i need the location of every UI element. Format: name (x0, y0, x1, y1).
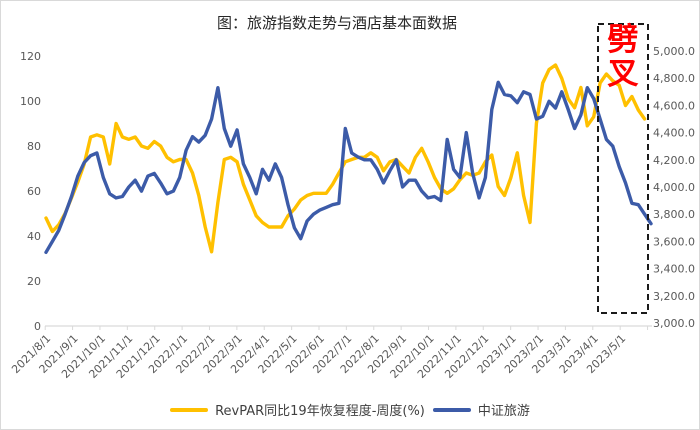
y-tick-label-left: 0 (34, 320, 41, 333)
y-tick-label-right: 4,800.0 (653, 72, 695, 85)
legend-label-index: 中证旅游 (477, 404, 530, 419)
y-tick-label-left: 80 (27, 140, 41, 153)
divergence-annotation: 劈叉 (607, 22, 639, 91)
y-tick-label-right: 3,200.0 (653, 290, 695, 303)
y-tick-label-right: 4,600.0 (653, 99, 695, 112)
legend-swatch-index-icon (432, 407, 471, 412)
legend-item-revpar: RevPAR同比19年恢复程度-周度(%) (170, 400, 425, 419)
series-revpar-line (44, 63, 647, 254)
legend-label-revpar: RevPAR同比19年恢复程度-周度(%) (215, 404, 425, 419)
y-tick-label-right: 3,800.0 (653, 208, 695, 221)
highlight-box (597, 23, 649, 314)
x-axis-labels: 2021/8/12021/9/12021/10/12021/11/12021/1… (9, 332, 628, 381)
legend: RevPAR同比19年恢复程度-周度(%) 中证旅游 (1, 400, 699, 419)
x-axis (44, 325, 652, 330)
y-tick-label-left: 40 (27, 230, 41, 243)
y-axis-left-labels: 120 100 80 60 40 20 0 (20, 50, 41, 333)
y-axis-right-labels: 5,000.0 4,800.0 4,600.0 4,400.0 4,200.0 4,000… (653, 45, 695, 330)
legend-item-index: 中证旅游 (432, 400, 530, 419)
y-tick-label-right: 3,600.0 (653, 235, 695, 248)
y-tick-label-right: 3,400.0 (653, 263, 695, 276)
y-tick-label-left: 100 (20, 95, 41, 108)
series-index-line (44, 80, 653, 255)
y-tick-label-right: 4,200.0 (653, 154, 695, 167)
legend-swatch-revpar-icon (170, 407, 209, 412)
y-tick-label-left: 20 (27, 275, 41, 288)
y-tick-label-right: 4,400.0 (653, 127, 695, 140)
chart-title: 图：旅游指数走势与酒店基本面数据 (216, 16, 457, 32)
y-tick-label-left: 60 (27, 185, 41, 198)
y-tick-label-right: 4,000.0 (653, 181, 695, 194)
y-tick-label-right: 5,000.0 (653, 45, 695, 58)
y-tick-label-left: 120 (20, 50, 41, 63)
y-tick-label-right: 3,000.0 (653, 317, 695, 330)
